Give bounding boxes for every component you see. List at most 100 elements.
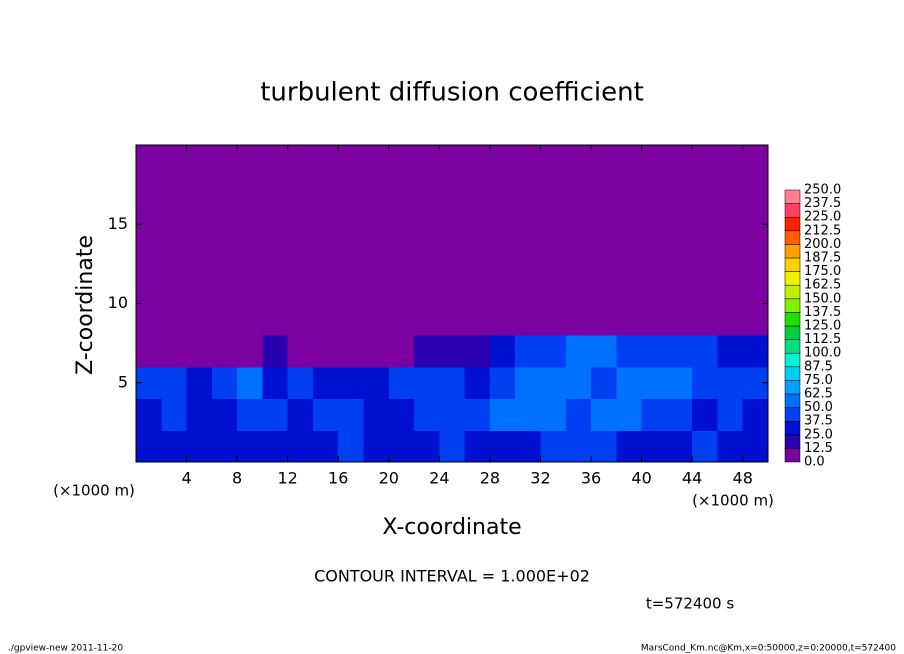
heatmap-cell	[186, 176, 213, 209]
y-tick-label: 5	[118, 372, 128, 391]
colorbar-swatch	[784, 366, 801, 381]
heatmap-cell	[338, 366, 365, 400]
heatmap-cell	[540, 430, 567, 463]
heatmap-cell	[388, 271, 415, 304]
heatmap-cell	[237, 208, 263, 241]
heatmap-cell	[489, 271, 516, 304]
heatmap-cell	[388, 208, 415, 241]
colorbar-label: 75.0	[804, 373, 833, 388]
heatmap-cell	[186, 208, 213, 241]
heatmap-cell	[136, 335, 162, 368]
heatmap-cell	[540, 145, 567, 178]
heatmap-cell	[439, 240, 466, 273]
heatmap-cell	[666, 176, 693, 209]
heatmap-cell	[692, 145, 718, 178]
colorbar-swatch	[784, 393, 801, 408]
heatmap-cell	[540, 208, 567, 241]
heatmap-cell	[388, 366, 415, 400]
heatmap-cell	[338, 145, 365, 178]
colorbar-swatch	[784, 420, 801, 436]
heatmap-cell	[641, 430, 668, 463]
heatmap-cell	[616, 303, 643, 336]
colorbar-swatch	[784, 257, 801, 272]
heatmap-cell	[489, 430, 516, 463]
heatmap-cell	[388, 145, 415, 178]
heatmap-cell	[489, 335, 516, 368]
heatmap-cell	[489, 366, 516, 400]
heatmap-cell	[616, 335, 643, 368]
footer-left: ./gpview-new 2011-11-20	[8, 644, 123, 654]
heatmap-cell	[363, 303, 390, 336]
heatmap-cell	[136, 176, 162, 209]
heatmap-cell	[312, 398, 339, 431]
heatmap-cell	[363, 208, 390, 241]
heatmap-cell	[616, 145, 643, 178]
colorbar-swatch	[784, 189, 801, 204]
heatmap-cell	[591, 335, 617, 368]
heatmap-cell	[414, 271, 440, 304]
heatmap-cell	[211, 398, 238, 431]
heatmap-cell	[540, 335, 567, 368]
heatmap-cell	[161, 430, 188, 463]
heatmap-cell	[439, 366, 466, 400]
heatmap-cell	[692, 271, 718, 304]
colorbar-label: 250.0	[804, 183, 841, 198]
heatmap-cell	[237, 145, 263, 178]
heatmap-cell	[464, 176, 491, 209]
heatmap-cell	[161, 145, 188, 178]
heatmap-cell	[616, 366, 643, 400]
heatmap-cell	[692, 366, 718, 400]
x-tick-label: 40	[631, 469, 651, 488]
colorbar-swatch	[784, 380, 801, 395]
colorbar-swatch	[784, 203, 801, 218]
colorbar-label: 62.5	[804, 387, 833, 402]
x-tick-label: 12	[278, 469, 298, 488]
heatmap-cell	[641, 271, 668, 304]
heatmap-cell	[692, 176, 718, 209]
heatmap-cell	[287, 398, 314, 431]
heatmap-cell	[591, 208, 617, 241]
heatmap-cell	[717, 271, 744, 304]
colorbar-swatch	[784, 434, 801, 449]
heatmap-cell	[464, 240, 491, 273]
heatmap-cell	[717, 176, 744, 209]
heatmap-cell	[338, 208, 365, 241]
heatmap-cell	[742, 335, 769, 368]
heatmap-cell	[565, 430, 592, 463]
heatmap-cell	[136, 145, 162, 178]
heatmap-cell	[363, 145, 390, 178]
colorbar-label: 125.0	[804, 319, 841, 334]
heatmap-cell	[287, 240, 314, 273]
heatmap-cell	[237, 366, 263, 400]
heatmap-cell	[565, 271, 592, 304]
heatmap-cell	[161, 208, 188, 241]
heatmap-cell	[515, 271, 541, 304]
colorbar-swatch	[784, 298, 801, 313]
heatmap-cell	[515, 303, 541, 336]
heatmap-cell	[237, 335, 263, 368]
heatmap-cell	[312, 271, 339, 304]
heatmap-cell	[591, 145, 617, 178]
heatmap-cell	[591, 303, 617, 336]
heatmap-cell	[439, 398, 466, 431]
heatmap-cell	[414, 240, 440, 273]
heatmap-cell	[616, 430, 643, 463]
heatmap-cell	[338, 335, 365, 368]
chart-title: turbulent diffusion coefficient	[260, 78, 644, 108]
heatmap-cell	[540, 176, 567, 209]
x-tick-label: 44	[682, 469, 702, 488]
heatmap-cell	[388, 176, 415, 209]
heatmap-cell	[439, 271, 466, 304]
heatmap-cell	[641, 335, 668, 368]
heatmap-cell	[414, 335, 440, 368]
heatmap-cell	[515, 208, 541, 241]
colorbar-label: 137.5	[804, 305, 841, 320]
heatmap-cell	[262, 176, 289, 209]
colorbar-swatch	[784, 448, 801, 463]
heatmap-cell	[312, 303, 339, 336]
x-tick-label: 32	[530, 469, 550, 488]
heatmap-cell	[439, 335, 466, 368]
heatmap-cell	[363, 366, 390, 400]
heatmap-cell	[287, 335, 314, 368]
